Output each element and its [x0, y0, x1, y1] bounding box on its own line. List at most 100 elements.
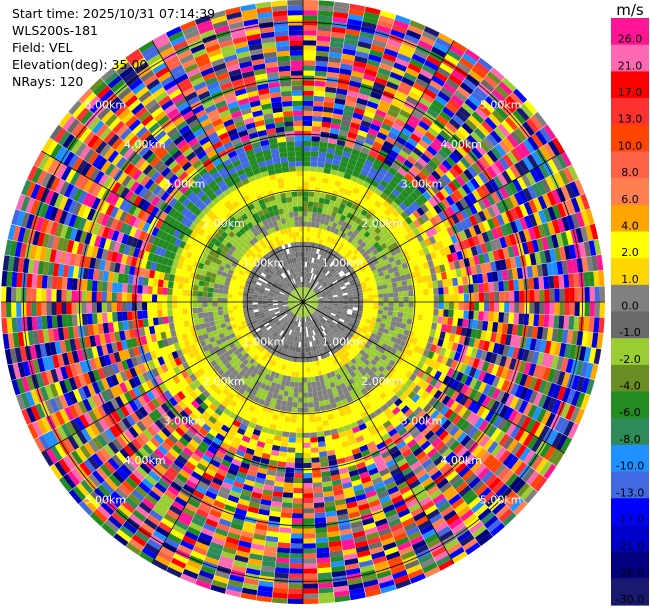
- velocity-gate: [305, 311, 308, 317]
- velocity-gate: [337, 307, 343, 311]
- velocity-gate: [249, 371, 257, 378]
- velocity-gate: [275, 562, 290, 569]
- velocity-gate: [445, 195, 455, 206]
- velocity-gate: [349, 122, 361, 130]
- velocity-gate: [472, 235, 480, 246]
- velocity-gate: [329, 268, 335, 274]
- velocity-gate: [429, 451, 442, 463]
- velocity-gate: [341, 177, 350, 185]
- velocity-gate: [541, 263, 549, 277]
- velocity-ray: [50, 302, 303, 480]
- velocity-gate: [340, 119, 351, 127]
- velocity-gate: [459, 208, 469, 220]
- velocity-gate: [303, 10, 318, 16]
- velocity-gate: [367, 234, 374, 242]
- velocity-gate: [252, 322, 259, 328]
- velocity-gate: [322, 172, 330, 179]
- velocity-gate: [321, 308, 327, 311]
- velocity-gate: [357, 263, 364, 270]
- velocity-gate: [423, 444, 435, 455]
- velocity-gate: [385, 319, 392, 326]
- velocity-gate: [294, 310, 298, 315]
- velocity-gate: [372, 384, 381, 392]
- velocity-gate: [367, 424, 376, 432]
- velocity-gate: [335, 266, 341, 272]
- velocity-gate: [456, 160, 468, 172]
- velocity-gate: [309, 417, 316, 423]
- velocity-gate: [316, 283, 321, 288]
- velocity-gate: [308, 300, 313, 302]
- velocity-gate: [339, 225, 346, 233]
- velocity-gate: [319, 379, 326, 386]
- velocity-gate: [316, 212, 322, 219]
- velocity-gate: [332, 341, 338, 347]
- velocity-gate: [322, 304, 328, 306]
- velocity-gate: [459, 534, 475, 547]
- velocity-gate: [352, 349, 360, 356]
- velocity-gate: [559, 342, 567, 358]
- velocity-gate: [315, 380, 321, 387]
- velocity-gate: [456, 530, 472, 543]
- velocity-gate: [324, 500, 336, 508]
- velocity-gate: [335, 421, 344, 429]
- velocity-gate: [420, 231, 429, 241]
- velocity-gate: [209, 367, 217, 375]
- velocity-gate: [332, 113, 343, 120]
- velocity-gate: [540, 178, 552, 194]
- velocity-gate: [371, 313, 378, 318]
- velocity-gate: [358, 302, 364, 306]
- velocity-gate: [431, 46, 447, 58]
- velocity-gate: [293, 315, 297, 321]
- velocity-gate: [424, 393, 434, 404]
- velocity-gate: [333, 6, 349, 14]
- velocity-gate: [292, 397, 298, 403]
- velocity-gate: [195, 508, 209, 519]
- velocity-gate: [559, 302, 565, 316]
- velocity-gate: [376, 522, 390, 532]
- velocity-gate: [468, 203, 478, 215]
- velocity-gate: [429, 103, 442, 115]
- velocity-gate: [429, 207, 438, 217]
- velocity-gate: [209, 383, 218, 391]
- velocity-gate: [487, 321, 494, 332]
- velocity-gate: [181, 397, 191, 407]
- velocity-gate: [239, 369, 246, 377]
- velocity-gate: [221, 481, 233, 490]
- velocity-gate: [351, 426, 361, 434]
- velocity-gate: [168, 562, 185, 574]
- velocity-gate: [284, 472, 294, 478]
- velocity-gate: [305, 321, 307, 327]
- velocity-gate: [288, 318, 292, 324]
- velocity-gate: [339, 214, 347, 222]
- velocity-gate: [443, 53, 459, 66]
- velocity-gate: [456, 446, 468, 459]
- velocity-gate: [359, 278, 366, 284]
- velocity-gate: [374, 263, 382, 270]
- velocity-gate: [410, 165, 421, 175]
- velocity-gate: [411, 393, 421, 403]
- velocity-gate: [427, 173, 438, 184]
- velocity-gate: [404, 452, 416, 463]
- velocity-gate: [488, 311, 494, 322]
- velocity-gate: [225, 355, 233, 363]
- velocity-gate: [303, 100, 314, 106]
- velocity-gate: [307, 303, 313, 306]
- velocity-gate: [519, 103, 534, 118]
- velocity-gate: [417, 283, 424, 290]
- velocity-gate: [321, 336, 326, 343]
- velocity-gate: [288, 588, 303, 594]
- velocity-gate: [303, 251, 306, 257]
- velocity-gate: [537, 195, 548, 210]
- velocity-gate: [417, 333, 425, 341]
- velocity-gate: [270, 314, 277, 318]
- velocity-gate: [209, 541, 224, 551]
- velocity-gate: [56, 425, 68, 441]
- velocity-gate: [299, 311, 301, 317]
- velocity-gate: [400, 274, 407, 281]
- velocity-gate: [407, 62, 422, 74]
- velocity-gate: [339, 124, 350, 132]
- velocity-gate: [257, 513, 270, 521]
- velocity-ray: [303, 14, 411, 302]
- velocity-gate: [271, 324, 277, 329]
- velocity-gate: [446, 387, 456, 398]
